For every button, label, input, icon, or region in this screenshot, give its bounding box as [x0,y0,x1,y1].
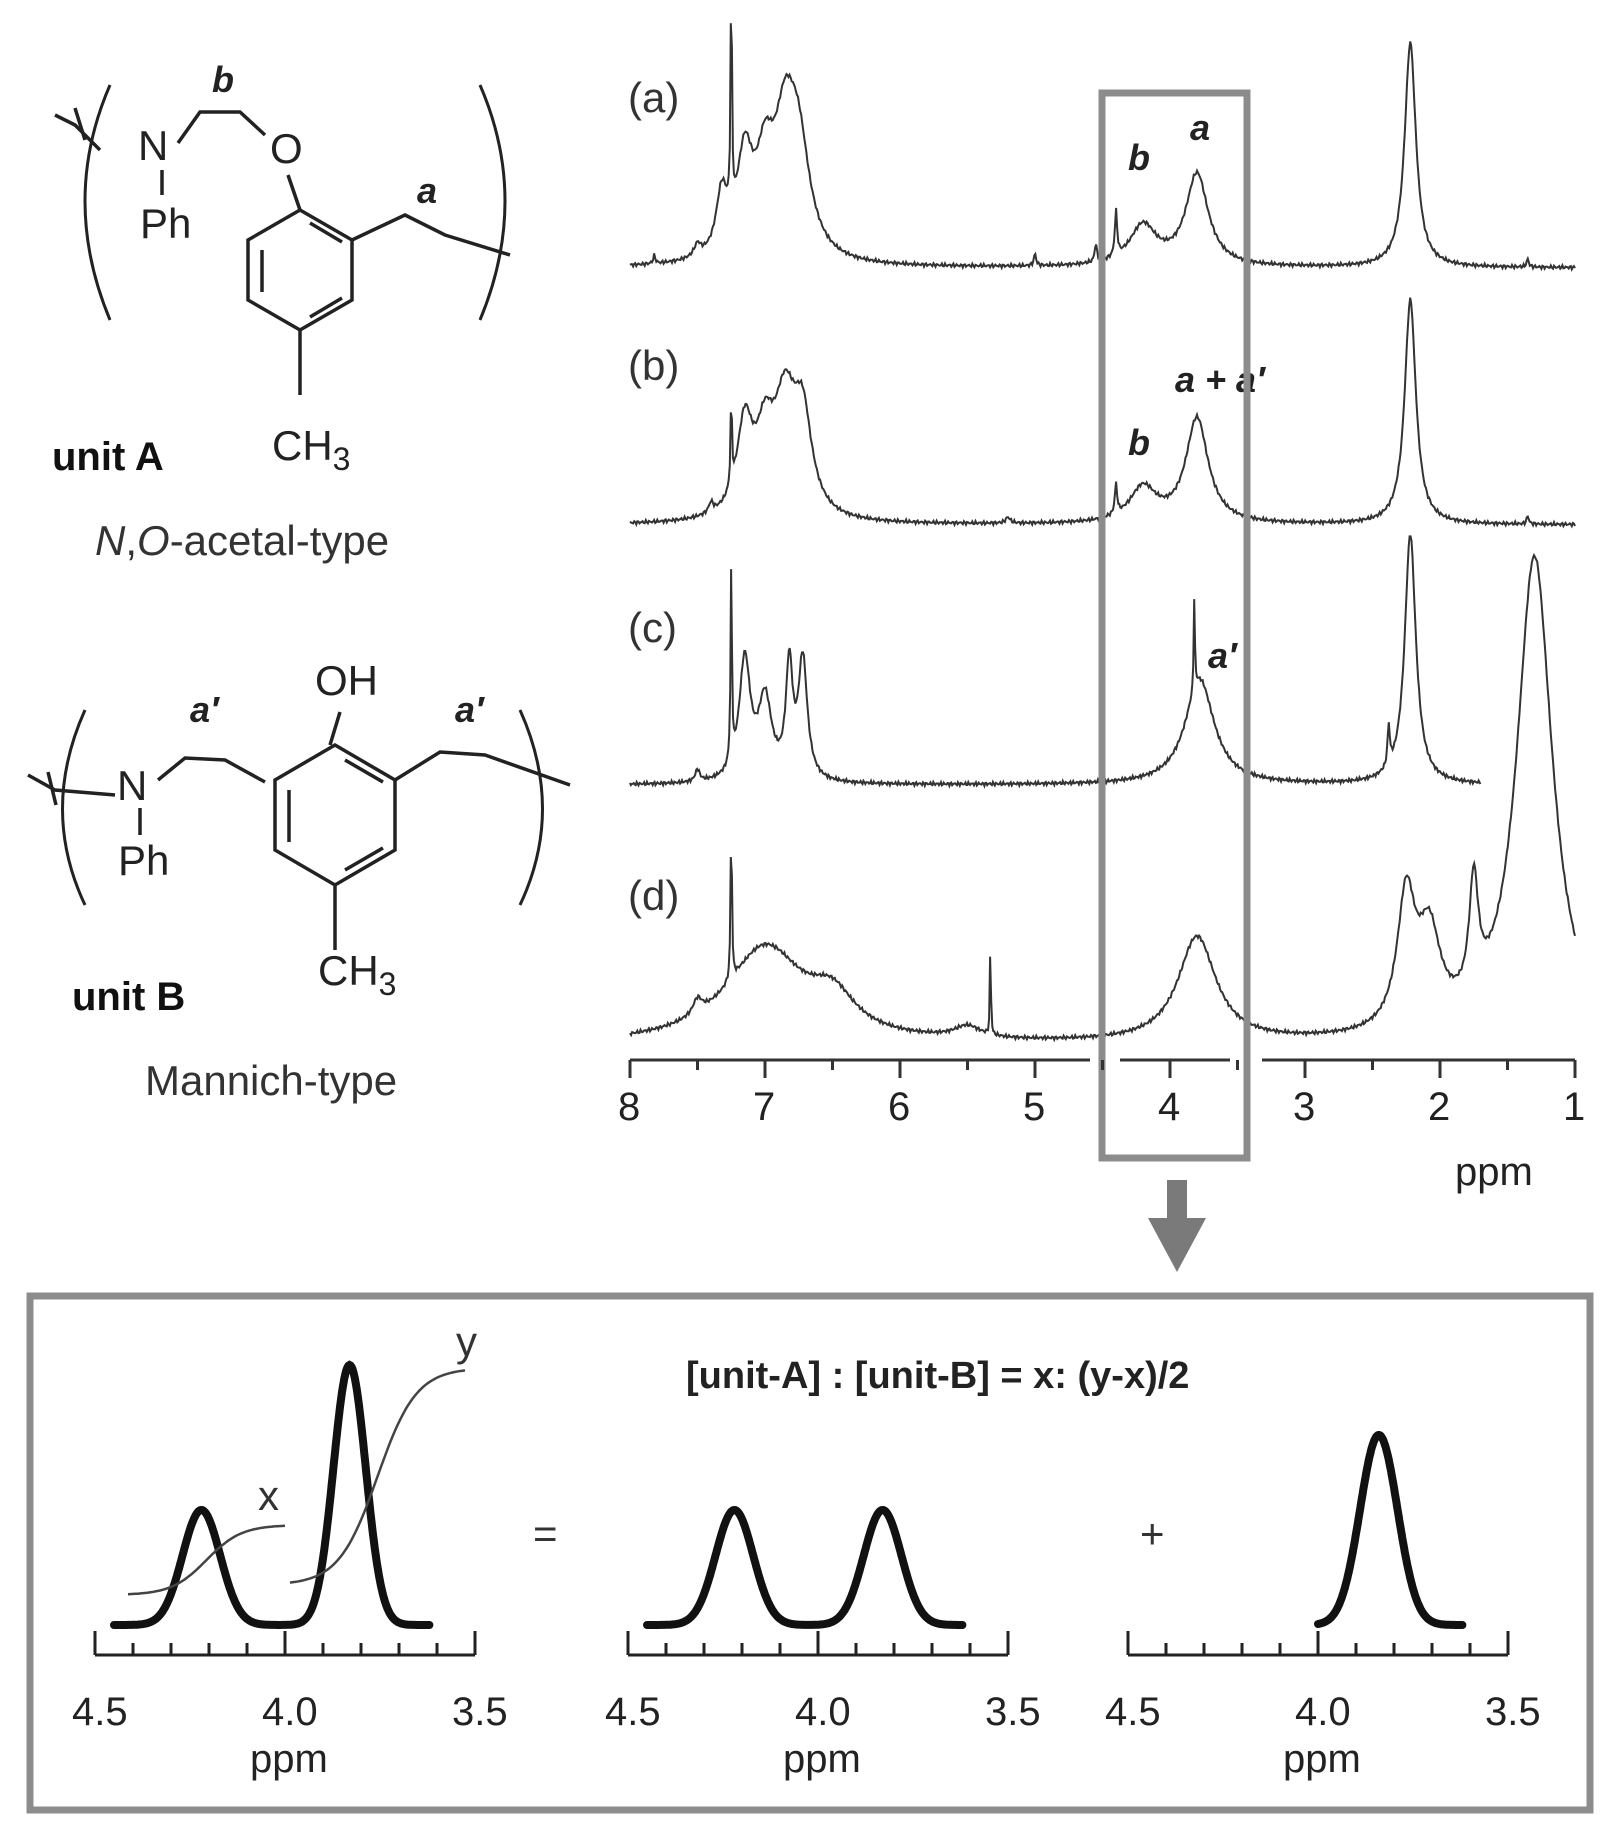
unit-a-label-a: a [417,170,437,211]
annotation-a-a: a [1190,107,1210,148]
annotation-b-aa: a + a′ [1175,359,1266,400]
unit-b-methyl: CH3 [318,947,396,1002]
unit-b-label-a-prime-left: a′ [190,689,220,730]
inset-label-y: y [456,1318,477,1365]
integral-curve-y [289,1369,466,1584]
x-tick-label-8: 8 [618,1085,640,1129]
x-tick-label-7: 7 [753,1085,775,1129]
inset2-tick-35: 3.5 [985,1690,1041,1734]
inset1-unit: ppm [250,1737,328,1781]
inset-formula: [unit-A] : [unit-B] = x: (y-x)/2 [686,1355,1189,1397]
x-tick-label-1: 1 [1563,1085,1585,1129]
spectrum-x-axis: 8 7 6 5 4 3 2 1 [618,1058,1585,1129]
spectrum-trace-c [629,535,1482,789]
unit-a-structure [54,84,511,395]
inset1-tick-45: 4.5 [72,1690,128,1734]
unit-a-nitrogen: N [138,122,168,169]
unit-a-phenyl: Ph [140,200,191,247]
trace-label-c: (c) [628,604,677,651]
inset2-tick-45: 4.5 [605,1690,661,1734]
unit-a-label-b: b [212,59,234,100]
x-tick-label-4: 4 [1158,1085,1180,1129]
inset1-tick-35: 3.5 [452,1690,508,1734]
annotation-b-b: b [1128,422,1150,463]
unit-b-nitrogen: N [117,762,147,809]
unit-b-structure [27,709,571,950]
highlight-box [1098,89,1251,1162]
inset2-peak-curve [643,1505,967,1629]
inset-equals: = [533,1510,558,1557]
x-tick-label-3: 3 [1293,1085,1315,1129]
inset3-tick-40: 4.0 [1295,1690,1351,1734]
unit-b-type: Mannich-type [145,1057,397,1104]
integral-curve-x [127,1524,286,1596]
down-arrow-icon [1148,1180,1206,1272]
unit-a-label: unit A [52,435,164,479]
inset3-tick-35: 3.5 [1485,1690,1541,1734]
trace-label-d: (d) [628,872,679,919]
inset1-tick-40: 4.0 [262,1690,318,1734]
inset-box [26,1292,1594,1814]
inset3-unit: ppm [1283,1737,1361,1781]
unit-b-label: unit B [72,975,185,1019]
annotation-c-a-prime: a′ [1208,635,1238,676]
inset-plots [93,1360,1510,1657]
inset2-tick-40: 4.0 [795,1690,851,1734]
trace-label-b: (b) [628,342,679,389]
unit-a-oxygen: O [270,125,303,172]
unit-b-label-a-prime-right: a′ [455,689,485,730]
inset-plus: + [1140,1510,1165,1557]
inset2-unit: ppm [783,1737,861,1781]
x-tick-label-2: 2 [1428,1085,1450,1129]
unit-b-phenyl: Ph [118,837,169,884]
unit-b-hydroxyl: OH [315,657,378,704]
x-tick-label-5: 5 [1023,1085,1045,1129]
inset3-peak-curve [1314,1431,1467,1629]
unit-a-type: N,O-acetal-type [95,517,389,564]
x-tick-label-6: 6 [888,1085,910,1129]
trace-label-a: (a) [628,74,679,121]
annotation-a-b: b [1128,137,1150,178]
inset1-peak-curve [110,1360,434,1629]
inset3-tick-45: 4.5 [1105,1690,1161,1734]
inset-label-x: x [258,1472,279,1519]
unit-a-methyl: CH3 [272,422,350,477]
x-axis-unit: ppm [1455,1150,1533,1194]
